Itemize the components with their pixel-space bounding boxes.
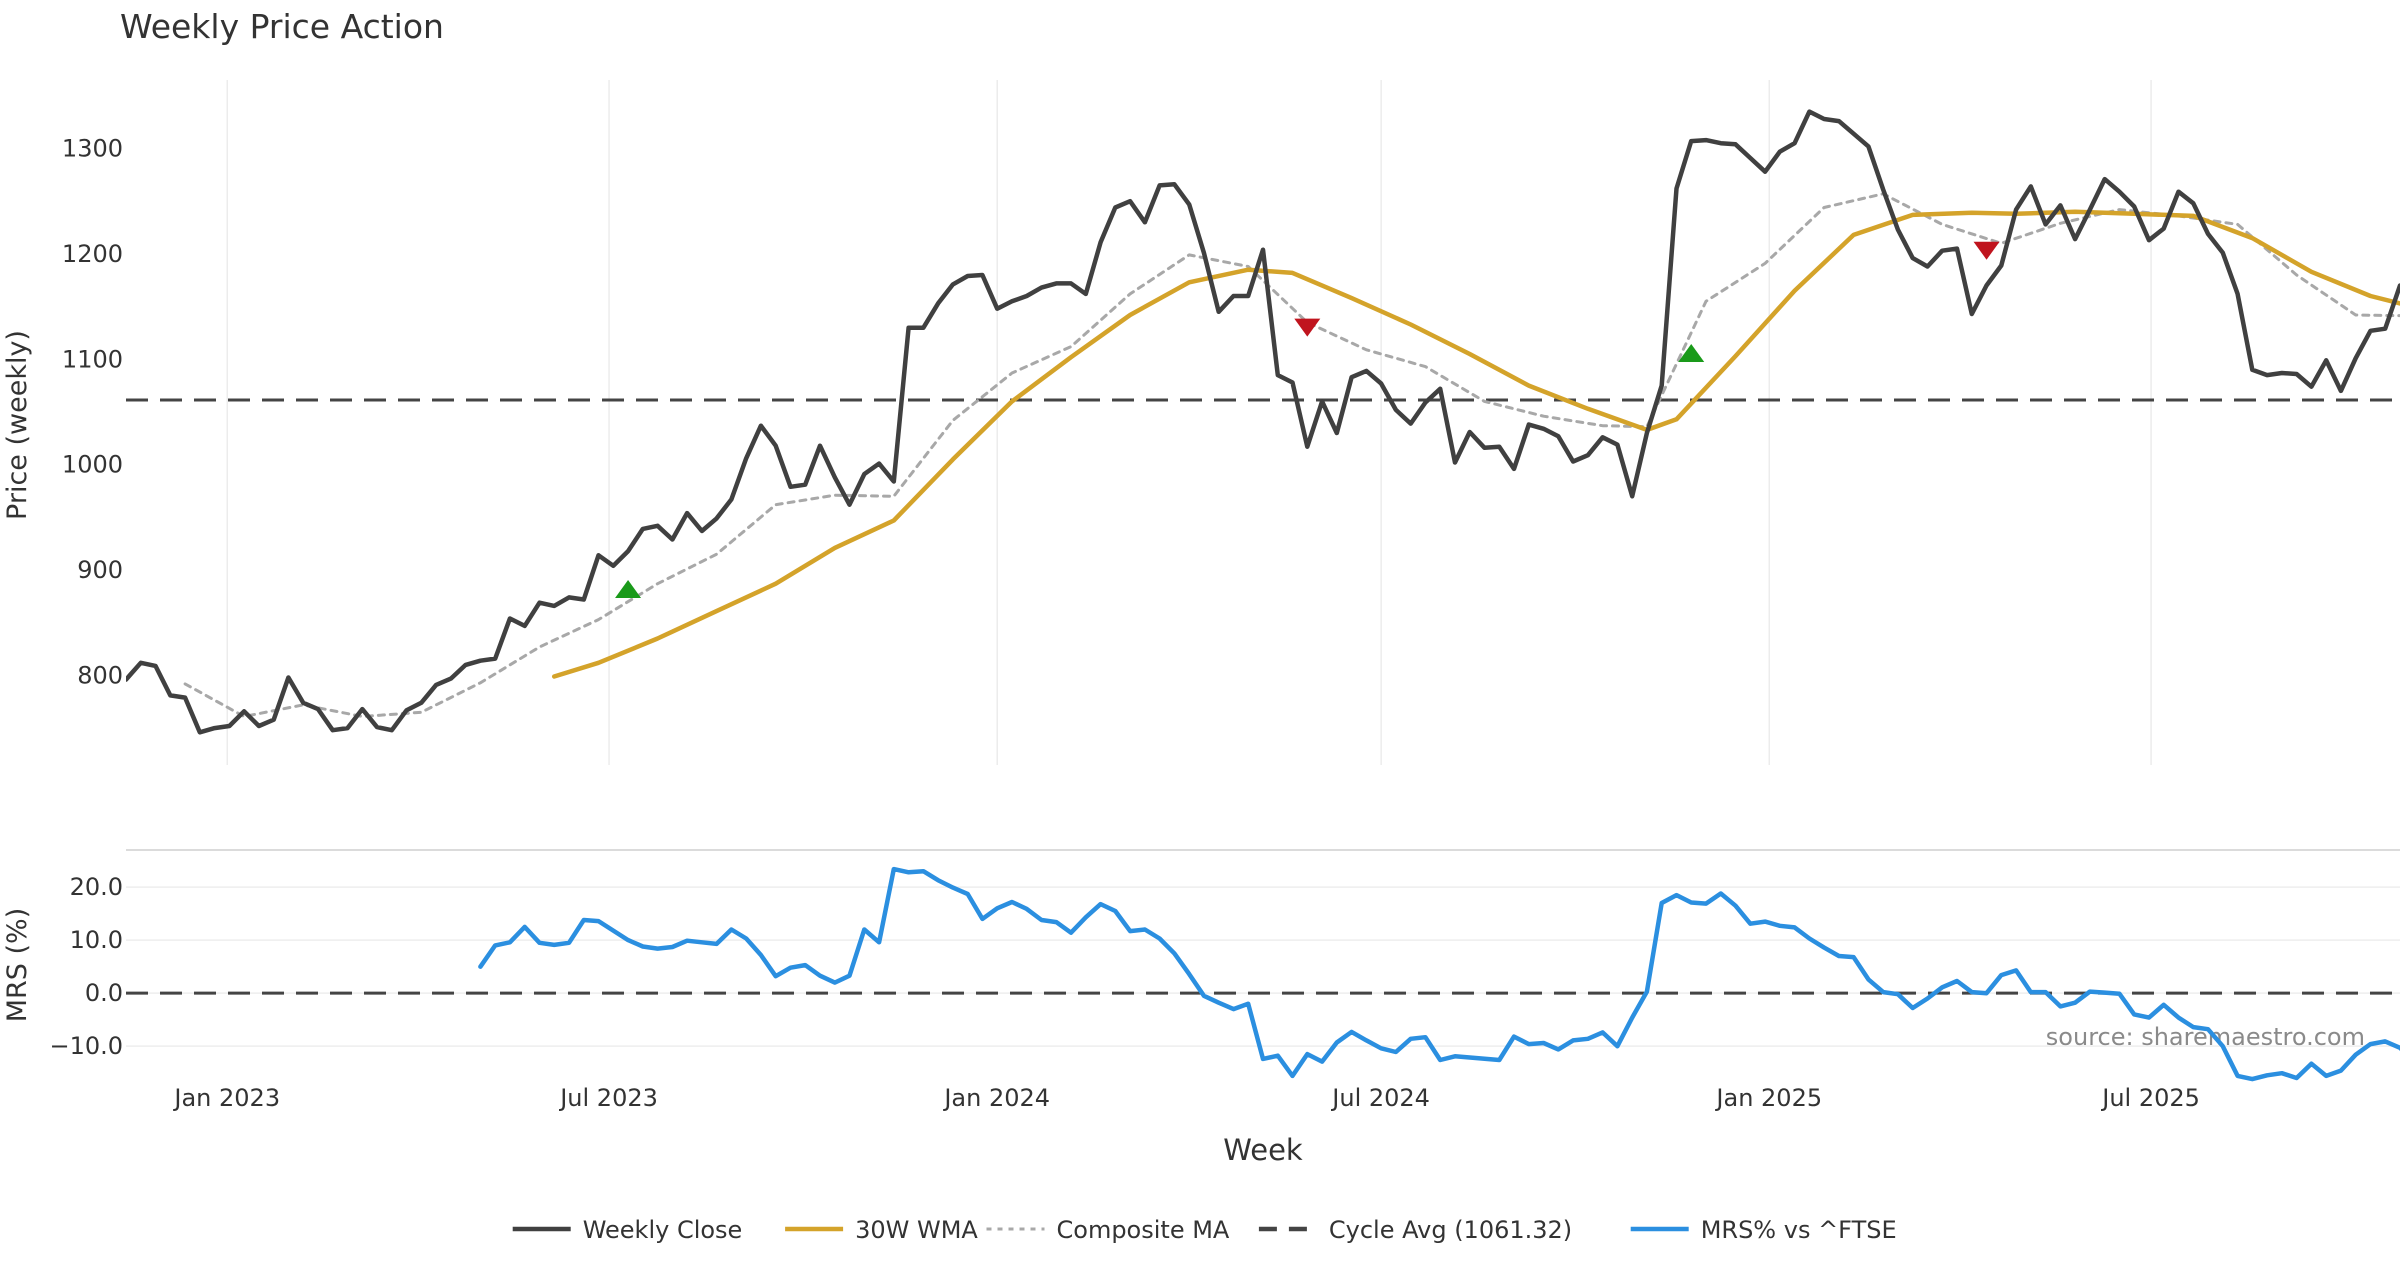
price-y-tick-5: 1300 <box>62 135 123 163</box>
x-tick-label-1: Jul 2023 <box>558 1084 658 1112</box>
price-axis-label: Price (weekly) <box>2 330 33 520</box>
chart-title: Weekly Price Action <box>120 7 444 46</box>
price-grid: 800 900 1000 1100 1200 1300 <box>62 80 2152 765</box>
legend-label-1: 30W WMA <box>855 1216 978 1244</box>
price-y-tick-3: 1100 <box>62 345 123 373</box>
legend-label-0: Weekly Close <box>583 1216 743 1244</box>
x-tick-label-5: Jul 2025 <box>2100 1084 2200 1112</box>
mrs-y-tick-0: −10.0 <box>49 1032 123 1060</box>
x-tick-label-3: Jul 2024 <box>1330 1084 1430 1112</box>
buy-signal-marker-0 <box>615 580 642 599</box>
price-y-tick-4: 1200 <box>62 240 123 268</box>
mrs-y-tick-2: 10.0 <box>70 926 123 954</box>
mrs-grid: Jan 2023 Jul 2023 Jan 2024 Jul 2024 Jan 2025… <box>49 849 2400 1112</box>
price-series-group <box>126 109 2400 735</box>
series-mrs-vs-ftse <box>478 866 2400 1082</box>
x-tick-label-0: Jan 2023 <box>172 1084 280 1112</box>
series-weekly-close <box>126 109 2400 735</box>
sell-signal-marker-1 <box>1294 318 1321 337</box>
legend-label-2: Composite MA <box>1057 1216 1230 1244</box>
sell-signal-marker-3 <box>1973 241 2000 260</box>
legend: Weekly Close 30W WMA Composite MA Cycle Avg… <box>512 1216 1897 1244</box>
mrs-series-group <box>126 866 2400 1082</box>
legend-label-4: MRS% vs ^FTSE <box>1701 1216 1897 1244</box>
signal-markers <box>615 241 2000 599</box>
price-y-tick-2: 1000 <box>62 451 123 479</box>
mrs-axis-label: MRS (%) <box>2 908 33 1023</box>
x-tick-label-4: Jan 2025 <box>1714 1084 1822 1112</box>
x-tick-label-2: Jan 2024 <box>942 1084 1050 1112</box>
x-axis-label: Week <box>1223 1133 1303 1167</box>
series-composite-ma <box>183 192 2400 718</box>
buy-signal-marker-2 <box>1678 343 1705 362</box>
mrs-y-tick-3: 20.0 <box>70 873 123 901</box>
legend-label-3: Cycle Avg (1061.32) <box>1329 1216 1572 1244</box>
mrs-y-tick-1: 0.0 <box>85 979 123 1007</box>
price-y-tick-0: 800 <box>77 661 123 689</box>
price-y-tick-1: 900 <box>77 556 123 584</box>
series-30w-wma <box>551 209 2400 679</box>
